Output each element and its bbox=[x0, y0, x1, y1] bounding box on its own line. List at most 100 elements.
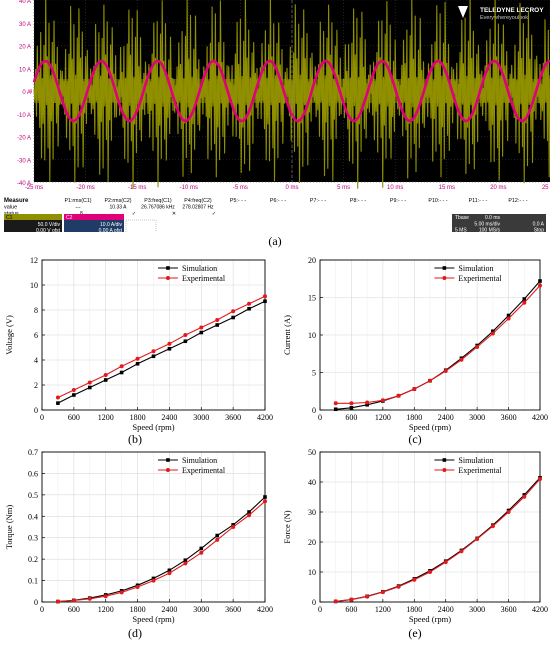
caption-e: (e) bbox=[408, 626, 422, 640]
scope-y-tick: -40 A bbox=[17, 181, 31, 187]
measure-col-status: ✓ bbox=[212, 211, 216, 217]
point-experimental bbox=[103, 373, 108, 377]
point-simulation bbox=[119, 370, 124, 375]
scope-x-tick: -10 ms bbox=[180, 185, 198, 191]
c2-box bbox=[64, 220, 124, 232]
scope-x-tick: 0 ms bbox=[285, 185, 298, 191]
point-experimental bbox=[538, 477, 542, 481]
point-experimental bbox=[151, 349, 156, 354]
point-experimental bbox=[490, 524, 495, 529]
scope-x-tick: 5 ms bbox=[337, 185, 350, 191]
x-tick-label: 3000 bbox=[469, 605, 485, 614]
x-tick-label: 3600 bbox=[225, 413, 241, 422]
point-experimental bbox=[215, 537, 220, 542]
point-simulation bbox=[247, 306, 251, 311]
legend-label: Simulation bbox=[182, 264, 217, 273]
point-experimental bbox=[443, 369, 448, 373]
point-experimental bbox=[87, 380, 92, 385]
point-experimental bbox=[199, 325, 204, 330]
series-line-experimental bbox=[57, 500, 266, 603]
measure-col-name: P3:freq(C1) bbox=[144, 198, 172, 204]
x-axis-label: Speed (rpm) bbox=[132, 614, 174, 624]
legend-label: Experimental bbox=[458, 466, 502, 475]
y-tick-label: 10 bbox=[308, 568, 316, 577]
measure-col-name: P1:rms(C1) bbox=[64, 198, 91, 204]
point-experimental bbox=[333, 599, 338, 604]
x-tick-label: 1200 bbox=[375, 605, 391, 614]
force-chart: 0 600 1200 1800 2400 3000 3600 4200 0 10 20 30 40 50 S… bbox=[282, 448, 548, 624]
point-simulation bbox=[538, 279, 542, 283]
scope-x-tick: 10 ms bbox=[387, 185, 403, 191]
point-simulation bbox=[247, 510, 251, 514]
x-tick-label: 0 bbox=[318, 413, 322, 422]
x-axis-label: Speed (rpm) bbox=[132, 422, 174, 432]
point-simulation bbox=[151, 354, 156, 359]
c1-label: C1 bbox=[6, 215, 13, 221]
y-tick-label: 0 bbox=[34, 598, 38, 607]
point-experimental bbox=[522, 494, 527, 499]
scope-y-tick: -20 A bbox=[17, 136, 31, 142]
point-experimental bbox=[428, 378, 432, 383]
measure-col-name: P11:- - - bbox=[469, 198, 488, 204]
x-tick-label: 4200 bbox=[257, 605, 273, 614]
y-tick-label: 40 bbox=[308, 478, 316, 487]
y-tick-label: 0 bbox=[312, 406, 316, 415]
point-experimental bbox=[135, 585, 140, 589]
trigger-level: 0.0 A bbox=[533, 222, 545, 228]
point-simulation bbox=[506, 313, 511, 318]
y-axis-label: Current (A) bbox=[282, 315, 292, 355]
c2-scale: 10.0 A/div bbox=[100, 222, 122, 228]
voltage-chart: 0 600 1200 1800 2400 3000 3600 4200 0 2 4 6 8 10 12 Spe… bbox=[4, 256, 273, 432]
legend-label: Simulation bbox=[458, 264, 493, 273]
c2-offset: 0.00 A ofst bbox=[99, 228, 123, 232]
measure-col-name: P8:- - - bbox=[350, 198, 366, 204]
x-tick-label: 600 bbox=[345, 413, 357, 422]
x-tick-label: 0 bbox=[40, 605, 44, 614]
legend-label: Experimental bbox=[182, 466, 226, 475]
timebase-div: 5.00 ms/div bbox=[474, 222, 500, 228]
point-experimental bbox=[538, 283, 542, 288]
caption-c: (c) bbox=[408, 432, 422, 446]
legend-marker-simulation bbox=[166, 266, 170, 270]
scope-y-tick: -10 A bbox=[17, 113, 31, 119]
point-experimental bbox=[349, 597, 354, 602]
legend-label: Simulation bbox=[458, 456, 493, 465]
y-tick-label: 0 bbox=[312, 598, 316, 607]
point-simulation bbox=[135, 361, 140, 366]
point-experimental bbox=[475, 345, 480, 349]
y-tick-label: 8 bbox=[34, 306, 38, 315]
point-experimental bbox=[506, 510, 511, 514]
brand-name: TELEDYNE LECROY bbox=[480, 7, 544, 14]
point-experimental bbox=[263, 294, 267, 299]
x-tick-label: 4200 bbox=[532, 413, 548, 422]
empty-slot bbox=[125, 219, 157, 232]
point-experimental bbox=[183, 333, 188, 337]
y-tick-label: 0.7 bbox=[28, 448, 38, 457]
x-axis-label: Speed (rpm) bbox=[409, 422, 451, 432]
measure-col-value: 278.02807 Hz bbox=[182, 205, 214, 211]
y-tick-label: 0.2 bbox=[28, 555, 38, 564]
point-simulation bbox=[87, 385, 92, 390]
oscilloscope-panel: 40 A30 A20 A10 A0 A-10 A-20 A-30 A-40 A-… bbox=[4, 0, 550, 232]
caption-a: (a) bbox=[268, 234, 282, 248]
series-line-experimental bbox=[57, 295, 266, 398]
scope-y-tick: 10 A bbox=[19, 67, 31, 73]
measure-col-name: P4:freq(C2) bbox=[184, 198, 212, 204]
caption-b: (b) bbox=[128, 432, 142, 446]
measure-col-status: ✓ bbox=[132, 211, 136, 217]
point-simulation bbox=[263, 495, 267, 499]
scope-y-tick: 40 A bbox=[19, 0, 31, 5]
point-simulation bbox=[56, 401, 60, 405]
point-experimental bbox=[412, 387, 417, 391]
point-simulation bbox=[231, 523, 235, 527]
point-experimental bbox=[443, 560, 448, 565]
c1-box bbox=[4, 220, 62, 232]
torque-chart: 0 600 1200 1800 2400 3000 3600 4200 0 0.1 0.2 0.3 0.… bbox=[4, 448, 273, 624]
point-experimental bbox=[459, 549, 464, 554]
point-experimental bbox=[365, 594, 370, 599]
measure-col-name: P9:- - - bbox=[390, 198, 406, 204]
point-simulation bbox=[199, 546, 204, 551]
point-experimental bbox=[215, 318, 220, 322]
point-simulation bbox=[491, 329, 495, 334]
point-simulation bbox=[215, 323, 220, 327]
